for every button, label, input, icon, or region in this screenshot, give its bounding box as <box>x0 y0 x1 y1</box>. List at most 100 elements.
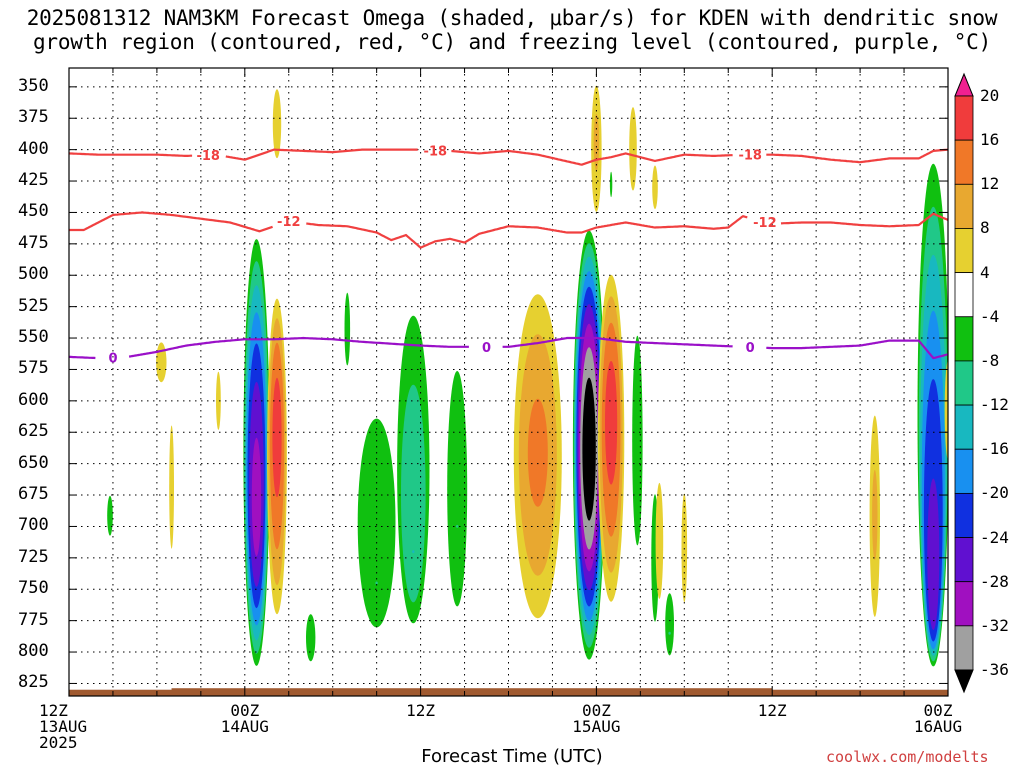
y-tick-label: 550 <box>18 327 49 348</box>
colorbar-label: -24 <box>980 527 1009 547</box>
omega-level-4 <box>655 482 664 599</box>
colorbar-bin <box>954 272 974 318</box>
contour-line-segment <box>766 339 948 360</box>
contour-line-segment <box>502 336 733 348</box>
colorbar-bin <box>954 228 974 274</box>
contour-line-segment <box>780 212 948 228</box>
y-tick-label: 350 <box>18 75 49 96</box>
y-tick-label: 450 <box>18 201 49 222</box>
omega-cell-downward-22 <box>216 371 221 430</box>
omega-cell-downward-14 <box>944 361 948 459</box>
x-tick-label: 12Z <box>381 703 461 719</box>
x-axis-title: Forecast Time (UTC) <box>421 746 603 767</box>
x-tick-time: 00Z <box>230 701 260 720</box>
omega-cell-upward-12 <box>665 593 674 656</box>
omega-level--28 <box>251 437 262 557</box>
omega-level-4 <box>944 361 948 459</box>
x-tick-label: 12Z 13AUG 2025 <box>39 703 119 751</box>
y-tick-label: 650 <box>18 452 49 473</box>
omega-level--4 <box>632 335 643 546</box>
colorbar-bin <box>954 316 974 362</box>
omega-level-4 <box>681 493 688 603</box>
omega-cell-downward-3 <box>597 274 625 602</box>
omega-level-16 <box>272 377 282 498</box>
omega-cell-downward-21 <box>169 425 175 549</box>
colorbar-bin <box>954 492 974 538</box>
omega-cell-upward-23 <box>107 495 113 536</box>
colorbar-bin <box>954 625 974 671</box>
omega-cell-upward-18 <box>609 171 613 198</box>
omega-level-8 <box>872 469 878 560</box>
contour-line-segment <box>128 336 469 358</box>
omega-level--8 <box>401 384 426 603</box>
contour-label: -12 <box>277 215 301 230</box>
omega-cell-upward-0 <box>243 239 270 666</box>
contour-line-segment <box>225 148 418 161</box>
y-tick-label: 600 <box>18 389 49 410</box>
omega-level--4 <box>107 495 113 536</box>
omega-level-4 <box>169 425 175 549</box>
colorbar-bin <box>954 139 974 185</box>
y-tick-label: 675 <box>18 484 49 505</box>
source-credit: coolwx.com/modelts <box>826 748 989 766</box>
omega-level-8 <box>593 114 600 171</box>
y-tick-label: 725 <box>18 546 49 567</box>
colorbar-label: -12 <box>980 395 1009 415</box>
colorbar-label: -8 <box>980 350 1000 370</box>
contour-line-segment <box>766 148 948 164</box>
contour-label: -18 <box>424 144 448 159</box>
omega-level--4 <box>357 418 396 628</box>
colorbar-label: 16 <box>980 130 1000 150</box>
colorbar-bin <box>954 183 974 229</box>
omega-level-4 <box>156 342 167 383</box>
omega-level--24 <box>927 478 940 631</box>
terrain-surface-ridge <box>171 688 773 691</box>
chart-title-line2: growth region (contoured, red, °C) and f… <box>32 30 992 54</box>
colorbar-bottom-arrow <box>954 669 974 694</box>
y-tick-label: 475 <box>18 232 49 253</box>
omega-cell-upward-9 <box>306 614 316 662</box>
omega-cell-downward-20 <box>156 342 167 383</box>
colorbar-label: -16 <box>980 439 1009 459</box>
colorbar-label: -20 <box>980 483 1009 503</box>
y-tick-label: 800 <box>18 641 49 662</box>
omega-cell-upward-7 <box>447 371 468 607</box>
contour-isotherm-minus18: -18 -18 -18 <box>69 144 948 166</box>
y-tick-label: 400 <box>18 138 49 159</box>
y-tick-label: 425 <box>18 170 49 191</box>
x-tick-time: 00Z <box>923 701 953 720</box>
x-tick-date: 14AUG <box>220 717 269 736</box>
x-tick-date: 13AUG <box>39 717 88 736</box>
colorbar-top-arrow <box>954 72 974 97</box>
omega-cell-downward-4 <box>513 294 562 619</box>
omega-level-12 <box>527 398 548 507</box>
contour-line-segment <box>69 355 96 360</box>
colorbar-label: 12 <box>980 174 1000 194</box>
colorbar-label: -4 <box>980 306 1000 326</box>
omega-level--4 <box>344 292 351 366</box>
omega-cell-downward-26 <box>869 415 880 617</box>
y-tick-label: 625 <box>18 421 49 442</box>
contour-freezing-level: 0 0 0 <box>69 336 948 367</box>
contour-label: -18 <box>738 149 762 164</box>
chart-title-line1: 2025081312 NAM3KM Forecast Omega (shaded… <box>26 6 998 30</box>
x-tick-time: 00Z <box>581 701 611 720</box>
x-tick-time: 12Z <box>406 701 436 720</box>
colorbar-label: 20 <box>980 86 1000 105</box>
contour-line-segment <box>69 152 193 157</box>
y-tick-label: 775 <box>18 609 49 630</box>
x-tick-time: 12Z <box>757 701 787 720</box>
y-tick-label: 525 <box>18 295 49 316</box>
omega-level-4 <box>629 107 637 191</box>
omega-level-16 <box>605 361 618 485</box>
colorbar-bin <box>954 581 974 627</box>
omega-level-4 <box>272 89 282 159</box>
omega-level--4 <box>665 593 674 656</box>
omega-cell-downward-25 <box>681 493 688 603</box>
contour-label: 0 <box>746 341 755 356</box>
contour-label: -12 <box>753 216 777 231</box>
colorbar-bin <box>954 448 974 494</box>
omega-cell-upward-8 <box>344 292 351 366</box>
omega-cell-upward-6 <box>357 418 396 628</box>
x-tick-time: 12Z <box>39 701 68 720</box>
